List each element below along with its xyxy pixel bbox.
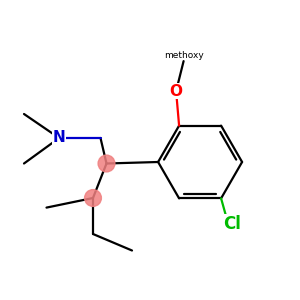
Text: methoxy: methoxy	[164, 51, 203, 60]
Text: Cl: Cl	[223, 215, 241, 233]
Circle shape	[98, 155, 115, 172]
Text: N: N	[53, 130, 65, 146]
Text: O: O	[169, 84, 183, 99]
Circle shape	[85, 190, 101, 206]
